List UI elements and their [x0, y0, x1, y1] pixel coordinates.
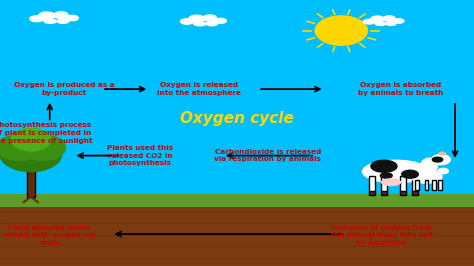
Circle shape — [11, 128, 51, 151]
Ellipse shape — [394, 19, 404, 23]
FancyBboxPatch shape — [369, 191, 375, 195]
Text: Photosynthesis process
of plant is completed in
the presence of sunlight: Photosynthesis process of plant is compl… — [0, 123, 93, 143]
Text: Oxygen is released
into the atmosphere: Oxygen is released into the atmosphere — [157, 82, 241, 96]
Ellipse shape — [181, 19, 193, 24]
Circle shape — [0, 137, 62, 172]
FancyBboxPatch shape — [381, 191, 387, 195]
Ellipse shape — [401, 170, 418, 178]
Ellipse shape — [380, 173, 392, 178]
FancyBboxPatch shape — [381, 176, 387, 192]
Text: Oxygen is produced as a
by-product: Oxygen is produced as a by-product — [14, 82, 114, 96]
Text: Plant absorbs water
mixed with oxygen via
roots: Plant absorbs water mixed with oxygen vi… — [4, 225, 96, 246]
Ellipse shape — [411, 171, 442, 183]
Ellipse shape — [39, 12, 55, 19]
Ellipse shape — [57, 19, 69, 23]
FancyBboxPatch shape — [425, 180, 428, 190]
Circle shape — [0, 135, 42, 160]
Ellipse shape — [30, 16, 44, 22]
Ellipse shape — [431, 155, 450, 165]
FancyBboxPatch shape — [0, 206, 474, 266]
Ellipse shape — [432, 157, 443, 162]
Ellipse shape — [438, 168, 448, 174]
Ellipse shape — [194, 22, 206, 26]
Ellipse shape — [215, 18, 227, 23]
Ellipse shape — [371, 160, 397, 172]
Ellipse shape — [44, 19, 57, 23]
FancyBboxPatch shape — [0, 194, 474, 207]
Text: Emission of oxygen from
the animal body into soil
by excretion: Emission of oxygen from the animal body … — [331, 225, 432, 246]
Ellipse shape — [66, 15, 78, 21]
Ellipse shape — [203, 15, 217, 21]
Ellipse shape — [439, 152, 446, 155]
FancyBboxPatch shape — [27, 162, 35, 197]
Ellipse shape — [54, 12, 68, 19]
FancyBboxPatch shape — [432, 180, 436, 190]
Ellipse shape — [363, 160, 429, 183]
Circle shape — [315, 16, 367, 45]
Ellipse shape — [420, 158, 437, 174]
Ellipse shape — [375, 22, 386, 26]
Ellipse shape — [363, 19, 374, 24]
Ellipse shape — [383, 16, 395, 22]
Ellipse shape — [382, 179, 401, 186]
Text: Carbondioxide is released
via respiration by animals: Carbondioxide is released via respiratio… — [214, 149, 321, 162]
FancyBboxPatch shape — [438, 180, 442, 190]
FancyBboxPatch shape — [412, 191, 418, 195]
Text: Plants used this
released CO2 in
photosynthesis: Plants used this released CO2 in photosy… — [107, 145, 173, 166]
Ellipse shape — [189, 15, 204, 22]
Text: Oxygen cycle: Oxygen cycle — [180, 111, 294, 126]
Circle shape — [20, 135, 65, 160]
FancyBboxPatch shape — [415, 180, 419, 190]
FancyBboxPatch shape — [412, 176, 418, 192]
Text: Oxygen is absorbed
by animals to breath: Oxygen is absorbed by animals to breath — [358, 82, 443, 96]
Ellipse shape — [386, 22, 396, 26]
Ellipse shape — [206, 22, 218, 26]
FancyBboxPatch shape — [400, 176, 406, 192]
FancyBboxPatch shape — [400, 191, 406, 195]
FancyBboxPatch shape — [369, 176, 375, 192]
Ellipse shape — [371, 16, 384, 22]
